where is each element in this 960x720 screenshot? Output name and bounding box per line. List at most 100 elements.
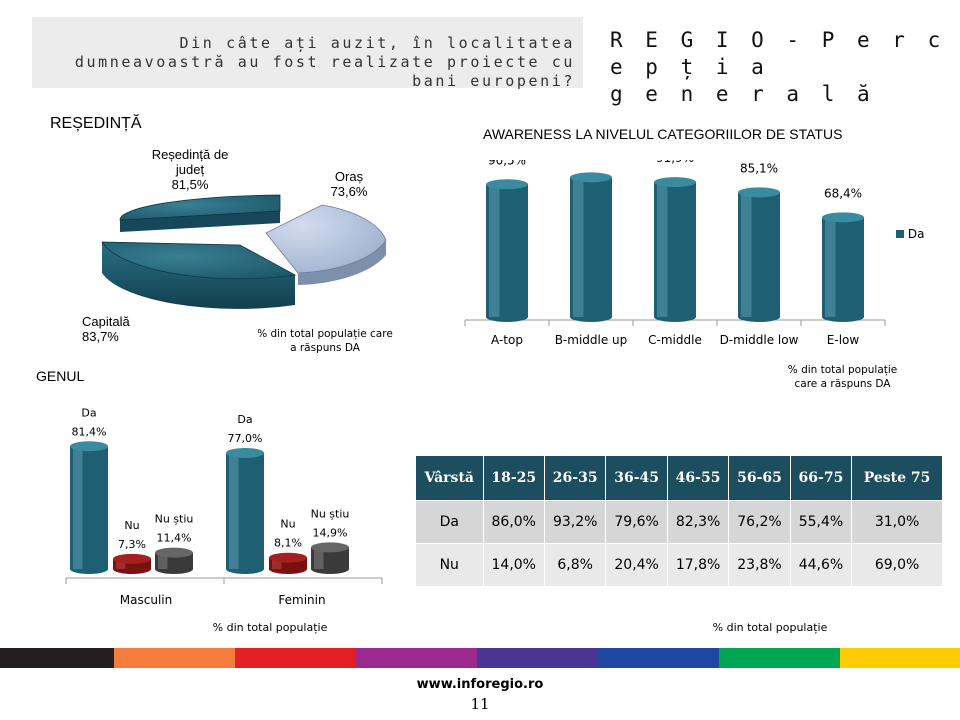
table-row: Da 86,0% 93,2% 79,6% 82,3% 76,2% 55,4% 3…	[416, 500, 943, 544]
table-header-cell: Vârstă	[416, 456, 484, 501]
status-bar	[654, 177, 696, 322]
status-bar-chart: 90,5%A-top95,1%B-middle up91,9%C-middle8…	[464, 160, 886, 347]
table-cell: 69,0%	[851, 543, 943, 586]
pie-slice-capitala	[101, 241, 297, 280]
pie-label-oras-value: 73,6%	[330, 184, 368, 199]
pie-slice-resedinta-side	[120, 211, 280, 232]
color-stripe-red	[235, 648, 356, 668]
table-cell: 23,8%	[728, 543, 791, 586]
pie-label-capitala-name: Capitală	[82, 314, 130, 329]
pie-chart-title: REȘEDINȚĂ	[50, 115, 142, 132]
gender-chart-title: GENUL	[36, 368, 85, 384]
table-cell: 93,2%	[544, 500, 607, 544]
gender-value-label: 8,1%	[274, 537, 302, 550]
legend-label-da: Da	[907, 227, 925, 241]
color-stripe-indigo	[477, 648, 598, 668]
gender-bar	[70, 441, 108, 574]
pie-label-capitala-value: 83,7%	[82, 329, 119, 344]
gender-series-label: Da	[237, 413, 252, 426]
pie-slice-resedinta	[119, 194, 281, 221]
table-row: Nu 14,0% 6,8% 20,4% 17,8% 23,8% 44,6% 69…	[416, 543, 943, 586]
gender-series-label: Nu știu	[155, 513, 194, 526]
pie-label-resedinta-value: 81,5%	[171, 177, 209, 192]
status-bar	[822, 212, 864, 322]
table-cell: 20,4%	[605, 543, 668, 586]
gender-category-label: Masculin	[120, 593, 172, 607]
color-stripe-orange	[114, 648, 235, 668]
gender-bar	[155, 547, 193, 574]
pie-slice-oras-side	[298, 240, 386, 285]
status-chart-title: AWARENESS LA NIVELUL CATEGORIILOR DE STA…	[483, 126, 843, 142]
table-cell: 55,4%	[790, 500, 853, 544]
pie-slice-oras	[265, 204, 387, 274]
legend-swatch-da	[896, 230, 904, 238]
status-category-label: A-top	[491, 333, 523, 347]
question-text: Din câte ați auzit, în localitatea dumne…	[74, 34, 575, 90]
table-header-cell: 46-55	[667, 456, 730, 501]
table-header-row: Vârstă 18-25 26-35 36-45 46-55 56-65 66-…	[416, 456, 943, 501]
table-header-cell: 26-35	[544, 456, 607, 501]
table-cell: 86,0%	[483, 500, 545, 544]
table-cell: Da	[416, 500, 484, 544]
slide-title-line1: R E G I O - P e r c e p ț i a	[610, 28, 946, 79]
color-stripe-blue	[598, 648, 719, 668]
table-cell: 6,8%	[544, 543, 607, 586]
gender-bar	[113, 553, 151, 574]
gender-bar	[311, 542, 349, 574]
pie-note: % din total populație care a răspuns DA	[257, 328, 393, 354]
status-value-label: 68,4%	[824, 186, 862, 200]
status-category-label: B-middle up	[555, 333, 628, 347]
pie-chart	[101, 194, 387, 309]
pie-label-resedinta-name: Reședință de județ	[151, 147, 229, 177]
status-value-label: 91,9%	[656, 160, 694, 165]
table-header-cell: 36-45	[605, 456, 668, 501]
gender-value-label: 11,4%	[157, 532, 192, 545]
gender-series-label: Nu știu	[311, 507, 350, 520]
slide-title-line2: g e n e r a l ă	[610, 82, 875, 106]
gender-series-label: Da	[81, 406, 96, 419]
gender-bar	[226, 447, 264, 574]
status-category-label: E-low	[827, 333, 860, 347]
gender-series-label: Nu	[280, 518, 295, 531]
gender-value-label: 7,3%	[118, 538, 146, 551]
color-stripe-yellow	[840, 648, 960, 668]
status-value-label: 90,5%	[488, 160, 526, 167]
table-header-cell: 18-25	[483, 456, 545, 501]
website-link[interactable]: www.inforegio.ro	[416, 677, 544, 692]
table-header-cell: Peste 75	[851, 456, 943, 501]
slide-title: R E G I O - P e r c e p ț i a g e n e r …	[610, 27, 960, 108]
pie-label-resedinta: Reședință de județ 81,5%	[140, 147, 240, 192]
gender-value-label: 81,4%	[72, 425, 107, 438]
table-cell: 76,2%	[728, 500, 791, 544]
status-bar	[570, 172, 612, 322]
color-stripe-purple	[356, 648, 477, 668]
page-number: 11	[470, 695, 490, 713]
status-bar	[738, 187, 780, 322]
gender-series-label: Nu	[124, 519, 139, 532]
color-stripe-black	[0, 648, 114, 668]
table-cell: 31,0%	[851, 500, 943, 544]
table-cell: 44,6%	[790, 543, 853, 586]
gender-value-label: 77,0%	[228, 432, 263, 445]
table-cell: 82,3%	[667, 500, 730, 544]
status-legend: Da	[896, 227, 924, 241]
table-cell: 79,6%	[605, 500, 668, 544]
color-stripe-green	[719, 648, 840, 668]
gender-value-label: 14,9%	[313, 526, 348, 539]
gender-category-label: Feminin	[278, 593, 325, 607]
table-header-cell: 56-65	[728, 456, 791, 501]
gender-bar-chart: Da 81,4% Nu 7,3% Nu știu 11,4% Masculin Da 77,0%…	[65, 406, 383, 607]
gender-note: % din total populație	[212, 621, 328, 634]
status-note: % din total populație care a răspuns DA	[787, 364, 898, 390]
gender-bar	[269, 552, 307, 574]
pie-label-oras-name: Oraș	[334, 169, 364, 184]
pie-label-capitala: Capitală 83,7%	[82, 314, 162, 344]
table-cell: 14,0%	[483, 543, 545, 586]
question-box	[32, 17, 583, 88]
pie-label-oras: Oraș 73,6%	[317, 169, 381, 199]
status-category-label: D-middle low	[720, 333, 799, 347]
age-table: Vârstă 18-25 26-35 36-45 46-55 56-65 66-…	[416, 456, 943, 586]
table-cell: Nu	[416, 543, 484, 586]
table-cell: 17,8%	[667, 543, 730, 586]
status-category-label: C-middle	[648, 333, 702, 347]
